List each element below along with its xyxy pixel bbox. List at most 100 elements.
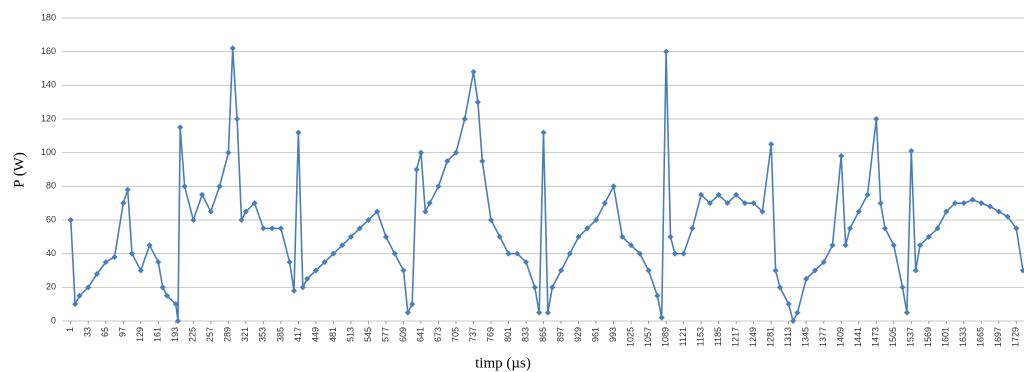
data-point: [768, 141, 775, 148]
data-point: [242, 208, 249, 215]
x-tick-label: 1729: [1011, 327, 1021, 347]
data-point: [225, 149, 232, 156]
x-tick-label: 929: [573, 327, 583, 342]
data-point: [741, 200, 748, 207]
data-point: [238, 217, 245, 223]
data-point: [912, 267, 919, 274]
data-point: [299, 284, 306, 291]
data-point: [400, 267, 407, 274]
x-tick-label: 1025: [625, 327, 635, 347]
data-point: [474, 99, 481, 106]
data-point: [750, 200, 757, 207]
data-point: [426, 200, 433, 207]
data-point: [838, 153, 845, 160]
data-point: [790, 318, 797, 324]
data-point: [680, 250, 687, 257]
data-point: [102, 259, 109, 266]
y-tick-label: 60: [46, 214, 56, 224]
data-point: [417, 149, 424, 156]
data-point: [356, 225, 363, 232]
x-tick-label: 321: [240, 327, 250, 342]
data-point: [654, 292, 661, 299]
x-tick-label: 513: [345, 327, 355, 342]
data-point: [321, 259, 328, 266]
data-point: [452, 149, 459, 156]
data-point: [820, 259, 827, 266]
data-point: [987, 203, 994, 210]
data-point: [404, 309, 411, 316]
x-tick-label: 1473: [871, 327, 881, 347]
data-point: [645, 267, 652, 274]
data-point: [917, 242, 924, 249]
data-point: [724, 200, 731, 207]
data-point: [628, 242, 635, 249]
y-tick-label: 80: [46, 181, 56, 191]
data-point: [505, 250, 512, 257]
x-tick-label: 1505: [888, 327, 898, 347]
data-point: [137, 267, 144, 274]
x-tick-label: 705: [450, 327, 460, 342]
y-tick-label: 100: [41, 147, 56, 157]
data-point: [877, 200, 884, 207]
data-point: [177, 124, 184, 131]
x-tick-label: 769: [485, 327, 495, 342]
data-point: [175, 318, 182, 324]
data-point: [733, 191, 740, 198]
data-point: [172, 301, 179, 308]
data-point: [85, 284, 92, 291]
x-tick-label: 1633: [958, 327, 968, 347]
x-tick-label: 1: [65, 327, 75, 332]
data-point: [934, 225, 941, 232]
x-tick-label: 1697: [993, 327, 1003, 347]
data-point: [715, 191, 722, 198]
data-point: [785, 301, 792, 308]
data-point: [488, 217, 495, 223]
data-point: [312, 267, 319, 274]
x-tick-label: 961: [590, 327, 600, 342]
data-point: [943, 208, 950, 215]
data-point: [260, 225, 267, 232]
data-point: [908, 147, 915, 154]
x-tick-label: 1313: [783, 327, 793, 347]
data-point: [593, 217, 600, 223]
x-axis-title: timp (µs): [475, 355, 531, 371]
data-point: [549, 284, 556, 291]
x-tick-label: 1377: [818, 327, 828, 347]
x-tick-label: 673: [433, 327, 443, 342]
data-point: [846, 225, 853, 232]
x-tick-label: 1089: [660, 327, 670, 347]
x-tick-label: 193: [170, 327, 180, 342]
data-point: [291, 287, 298, 294]
x-tick-label: 1121: [678, 327, 688, 346]
data-point: [365, 217, 372, 223]
y-axis-title: P (W): [11, 152, 27, 188]
data-point: [882, 225, 889, 232]
data-point: [330, 250, 337, 257]
x-tick-label: 449: [310, 327, 320, 342]
y-tick-label: 120: [41, 113, 56, 123]
x-tick-label: 289: [223, 327, 233, 342]
x-tick-label: 1185: [713, 327, 723, 346]
data-point: [803, 275, 810, 282]
x-tick-label: 161: [153, 327, 163, 342]
data-point: [444, 158, 451, 165]
data-point: [601, 200, 608, 207]
x-tick-label: 641: [415, 327, 425, 342]
data-point: [925, 233, 932, 240]
data-point: [636, 250, 643, 257]
data-point: [111, 254, 118, 261]
x-tick-label: 129: [135, 327, 145, 342]
x-tick-label: 417: [293, 327, 303, 342]
data-point: [978, 200, 985, 207]
data-point: [514, 250, 521, 257]
data-point: [181, 183, 188, 190]
data-point: [658, 314, 665, 321]
data-point: [544, 309, 551, 316]
data-point: [566, 250, 573, 257]
data-point: [689, 225, 696, 232]
x-tick-label: 97: [118, 327, 128, 337]
data-point: [76, 292, 83, 299]
data-point: [94, 270, 101, 277]
data-point: [864, 191, 871, 198]
